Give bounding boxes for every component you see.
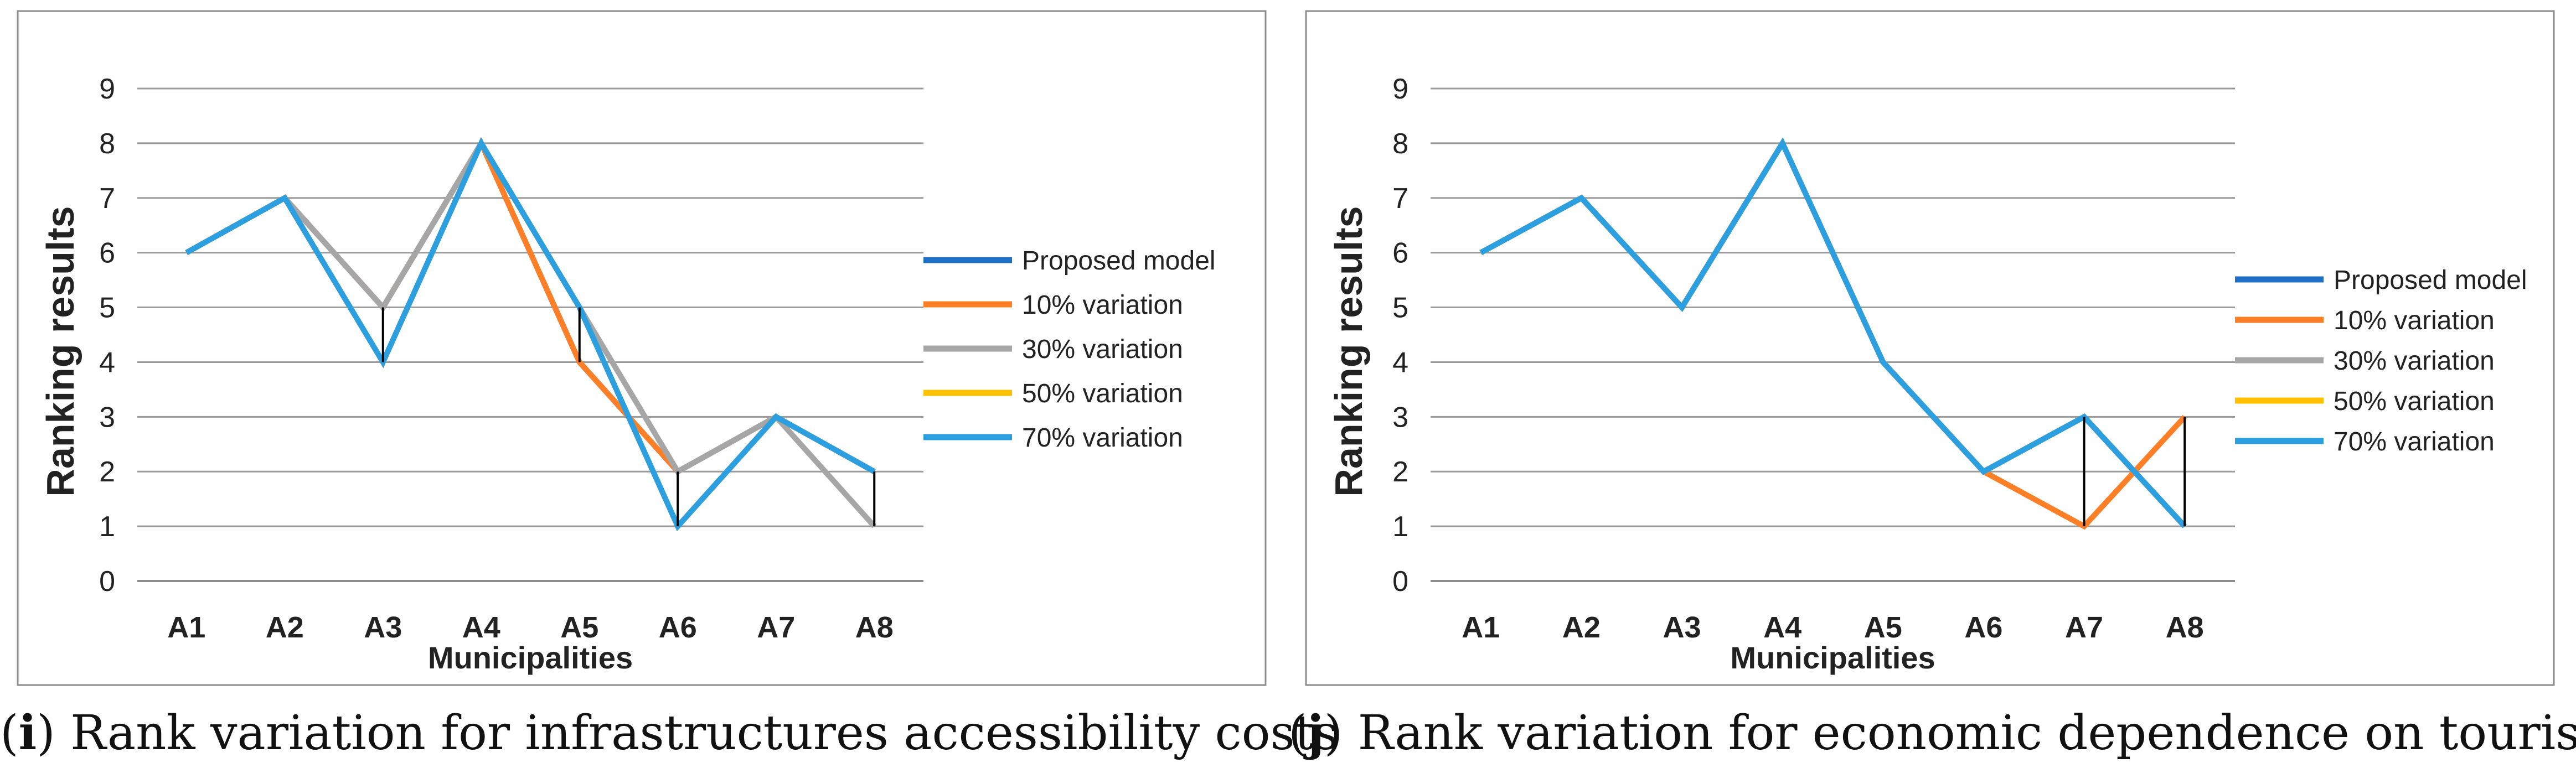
- x-tick-label-a4: A4: [1763, 611, 1801, 644]
- legend-label-50-variation: 50% variation: [2334, 387, 2495, 416]
- y-tick-label-8: 8: [99, 128, 115, 160]
- x-axis-title: Municipalities: [428, 640, 633, 675]
- y-tick-label-8: 8: [1392, 128, 1408, 160]
- y-tick-label-1: 1: [1392, 511, 1408, 543]
- x-tick-label-a2: A2: [266, 611, 304, 644]
- y-tick-label-7: 7: [99, 183, 115, 215]
- x-tick-label-a1: A1: [167, 611, 205, 644]
- y-tick-label-5: 5: [1392, 292, 1408, 324]
- x-tick-label-a2: A2: [1562, 611, 1601, 644]
- y-tick-label-5: 5: [99, 292, 115, 324]
- x-tick-label-a8: A8: [855, 611, 894, 644]
- x-tick-label-a3: A3: [364, 611, 402, 644]
- chart-frame: [17, 10, 1267, 686]
- figure-caption-i: (i) Rank variation for infrastructures a…: [0, 705, 1339, 761]
- y-tick-label-3: 3: [1392, 401, 1408, 433]
- y-tick-label-4: 4: [1392, 346, 1408, 378]
- x-tick-label-a1: A1: [1462, 611, 1500, 644]
- y-tick-label-1: 1: [99, 511, 115, 543]
- x-tick-label-a3: A3: [1663, 611, 1701, 644]
- x-tick-label-a5: A5: [1864, 611, 1902, 644]
- x-tick-label-a6: A6: [1964, 611, 2002, 644]
- figure-caption-j: (j) Rank variation for economic dependen…: [1288, 703, 2576, 764]
- series-line-70-variation: [185, 137, 876, 532]
- y-tick-label-9: 9: [99, 73, 115, 105]
- legend-label-70-variation: 70% variation: [1022, 423, 1183, 453]
- y-tick-label-9: 9: [1392, 73, 1408, 105]
- legend-label-50-variation: 50% variation: [1022, 379, 1183, 408]
- x-tick-label-a7: A7: [757, 611, 795, 644]
- y-tick-label-3: 3: [99, 401, 115, 433]
- legend-label-10-variation: 10% variation: [2334, 306, 2495, 335]
- caption-letter-i: i: [18, 705, 37, 761]
- y-tick-label-2: 2: [99, 456, 115, 488]
- legend-label-70-variation: 70% variation: [2334, 427, 2495, 456]
- x-tick-label-a7: A7: [2065, 611, 2103, 644]
- x-tick-label-a6: A6: [659, 611, 697, 644]
- caption-text-j: Rank variation for economic dependence o…: [1343, 705, 2576, 761]
- y-tick-label-6: 6: [1392, 237, 1408, 269]
- x-tick-label-a4: A4: [462, 611, 500, 644]
- legend-label-proposed-model: Proposed model: [1022, 246, 1216, 276]
- x-axis-title: Municipalities: [1730, 640, 1935, 675]
- y-tick-label-4: 4: [99, 346, 115, 378]
- y-tick-label-0: 0: [99, 566, 115, 598]
- caption-text-i: Rank variation for infrastructures acces…: [55, 705, 1339, 761]
- x-tick-label-a5: A5: [560, 611, 598, 644]
- legend-label-30-variation: 30% variation: [1022, 335, 1183, 364]
- rank-variation-chart-j: 0 1 2 3 4 5 6 7 8 9 A1 A2 A3 A4 A5 A6 A7 A8 Municipalities…: [1305, 10, 2555, 686]
- series-line-70-variation: [1479, 137, 2187, 528]
- figure-j: 0 1 2 3 4 5 6 7 8 9 A1 A2 A3 A4 A5 A6 A7 A8 Municipalities…: [1288, 0, 2576, 773]
- legend-label-10-variation: 10% variation: [1022, 290, 1183, 320]
- y-tick-label-0: 0: [1392, 566, 1408, 598]
- figure-i: 0 1 2 3 4 5 6 7 8 9 A1 A2 A3 A4 A5 A6 A7 A8 Municipalities…: [0, 10, 1339, 761]
- y-axis-title: Ranking results: [1327, 206, 1370, 496]
- y-tick-label-7: 7: [1392, 183, 1408, 215]
- rank-variation-chart-i: 0 1 2 3 4 5 6 7 8 9 A1 A2 A3 A4 A5 A6 A7 A8 Municipalities…: [17, 10, 1267, 686]
- chart-frame: [1305, 10, 2555, 686]
- legend-label-30-variation: 30% variation: [2334, 346, 2495, 376]
- legend-label-proposed-model: Proposed model: [2334, 266, 2527, 295]
- y-tick-label-2: 2: [1392, 456, 1408, 488]
- y-axis-title: Ranking results: [39, 206, 82, 496]
- y-tick-label-6: 6: [99, 237, 115, 269]
- caption-letter-j: j: [1307, 705, 1324, 761]
- x-tick-label-a8: A8: [2166, 611, 2204, 644]
